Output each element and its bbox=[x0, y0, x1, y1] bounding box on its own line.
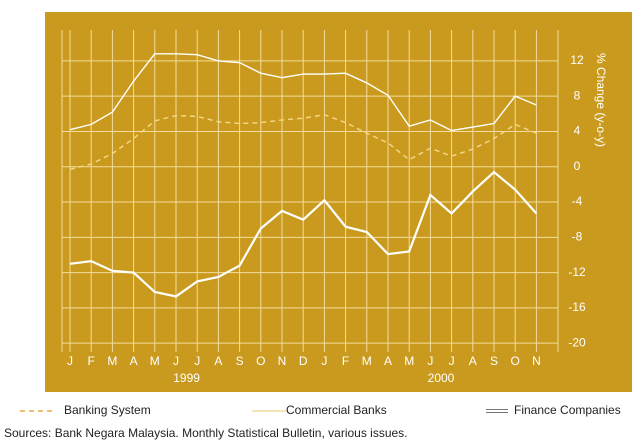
legend-label: Commercial Banks bbox=[286, 403, 387, 417]
year-label: 1999 bbox=[173, 371, 200, 385]
y-tick-label: 4 bbox=[574, 124, 581, 138]
x-tick-label: F bbox=[342, 354, 349, 368]
y-tick-label: 0 bbox=[574, 159, 581, 173]
legend-label: Banking System bbox=[64, 403, 151, 417]
legend-label: Finance Companies bbox=[514, 403, 621, 417]
y-tick-label: -16 bbox=[568, 300, 586, 314]
line-series bbox=[69, 53, 537, 132]
x-tick-label: J bbox=[321, 354, 327, 368]
x-tick-label: M bbox=[107, 354, 117, 368]
year-label: 2000 bbox=[428, 371, 455, 385]
line-series bbox=[69, 170, 538, 298]
x-tick-label: S bbox=[490, 354, 498, 368]
y-tick-label: -12 bbox=[568, 265, 586, 279]
x-tick-label: J bbox=[194, 354, 200, 368]
x-tick-label: F bbox=[88, 354, 95, 368]
x-tick-label: J bbox=[427, 354, 433, 368]
y-tick-label: 8 bbox=[574, 88, 581, 102]
x-tick-label: J bbox=[173, 354, 179, 368]
x-tick-label: M bbox=[362, 354, 372, 368]
y-tick-label: -4 bbox=[572, 194, 583, 208]
source-note: Sources: Bank Negara Malaysia. Monthly S… bbox=[4, 426, 408, 440]
x-tick-label: J bbox=[449, 354, 455, 368]
x-tick-label: S bbox=[236, 354, 244, 368]
x-tick-label: A bbox=[214, 354, 222, 368]
x-tick-label: N bbox=[532, 354, 541, 368]
x-tick-label: A bbox=[469, 354, 477, 368]
y-tick-label: -8 bbox=[572, 229, 583, 243]
y-tick-label: 12 bbox=[570, 53, 584, 67]
x-tick-label: J bbox=[67, 354, 73, 368]
x-tick-label: A bbox=[130, 354, 138, 368]
x-tick-label: A bbox=[384, 354, 392, 368]
x-tick-label: D bbox=[299, 354, 308, 368]
x-tick-label: O bbox=[256, 354, 265, 368]
x-tick-label: N bbox=[278, 354, 287, 368]
y-tick-label: -20 bbox=[568, 335, 586, 349]
x-tick-label: M bbox=[150, 354, 160, 368]
x-tick-label: M bbox=[404, 354, 414, 368]
y-axis-label: % Change (y-o-y) bbox=[594, 53, 608, 147]
x-tick-label: O bbox=[511, 354, 520, 368]
